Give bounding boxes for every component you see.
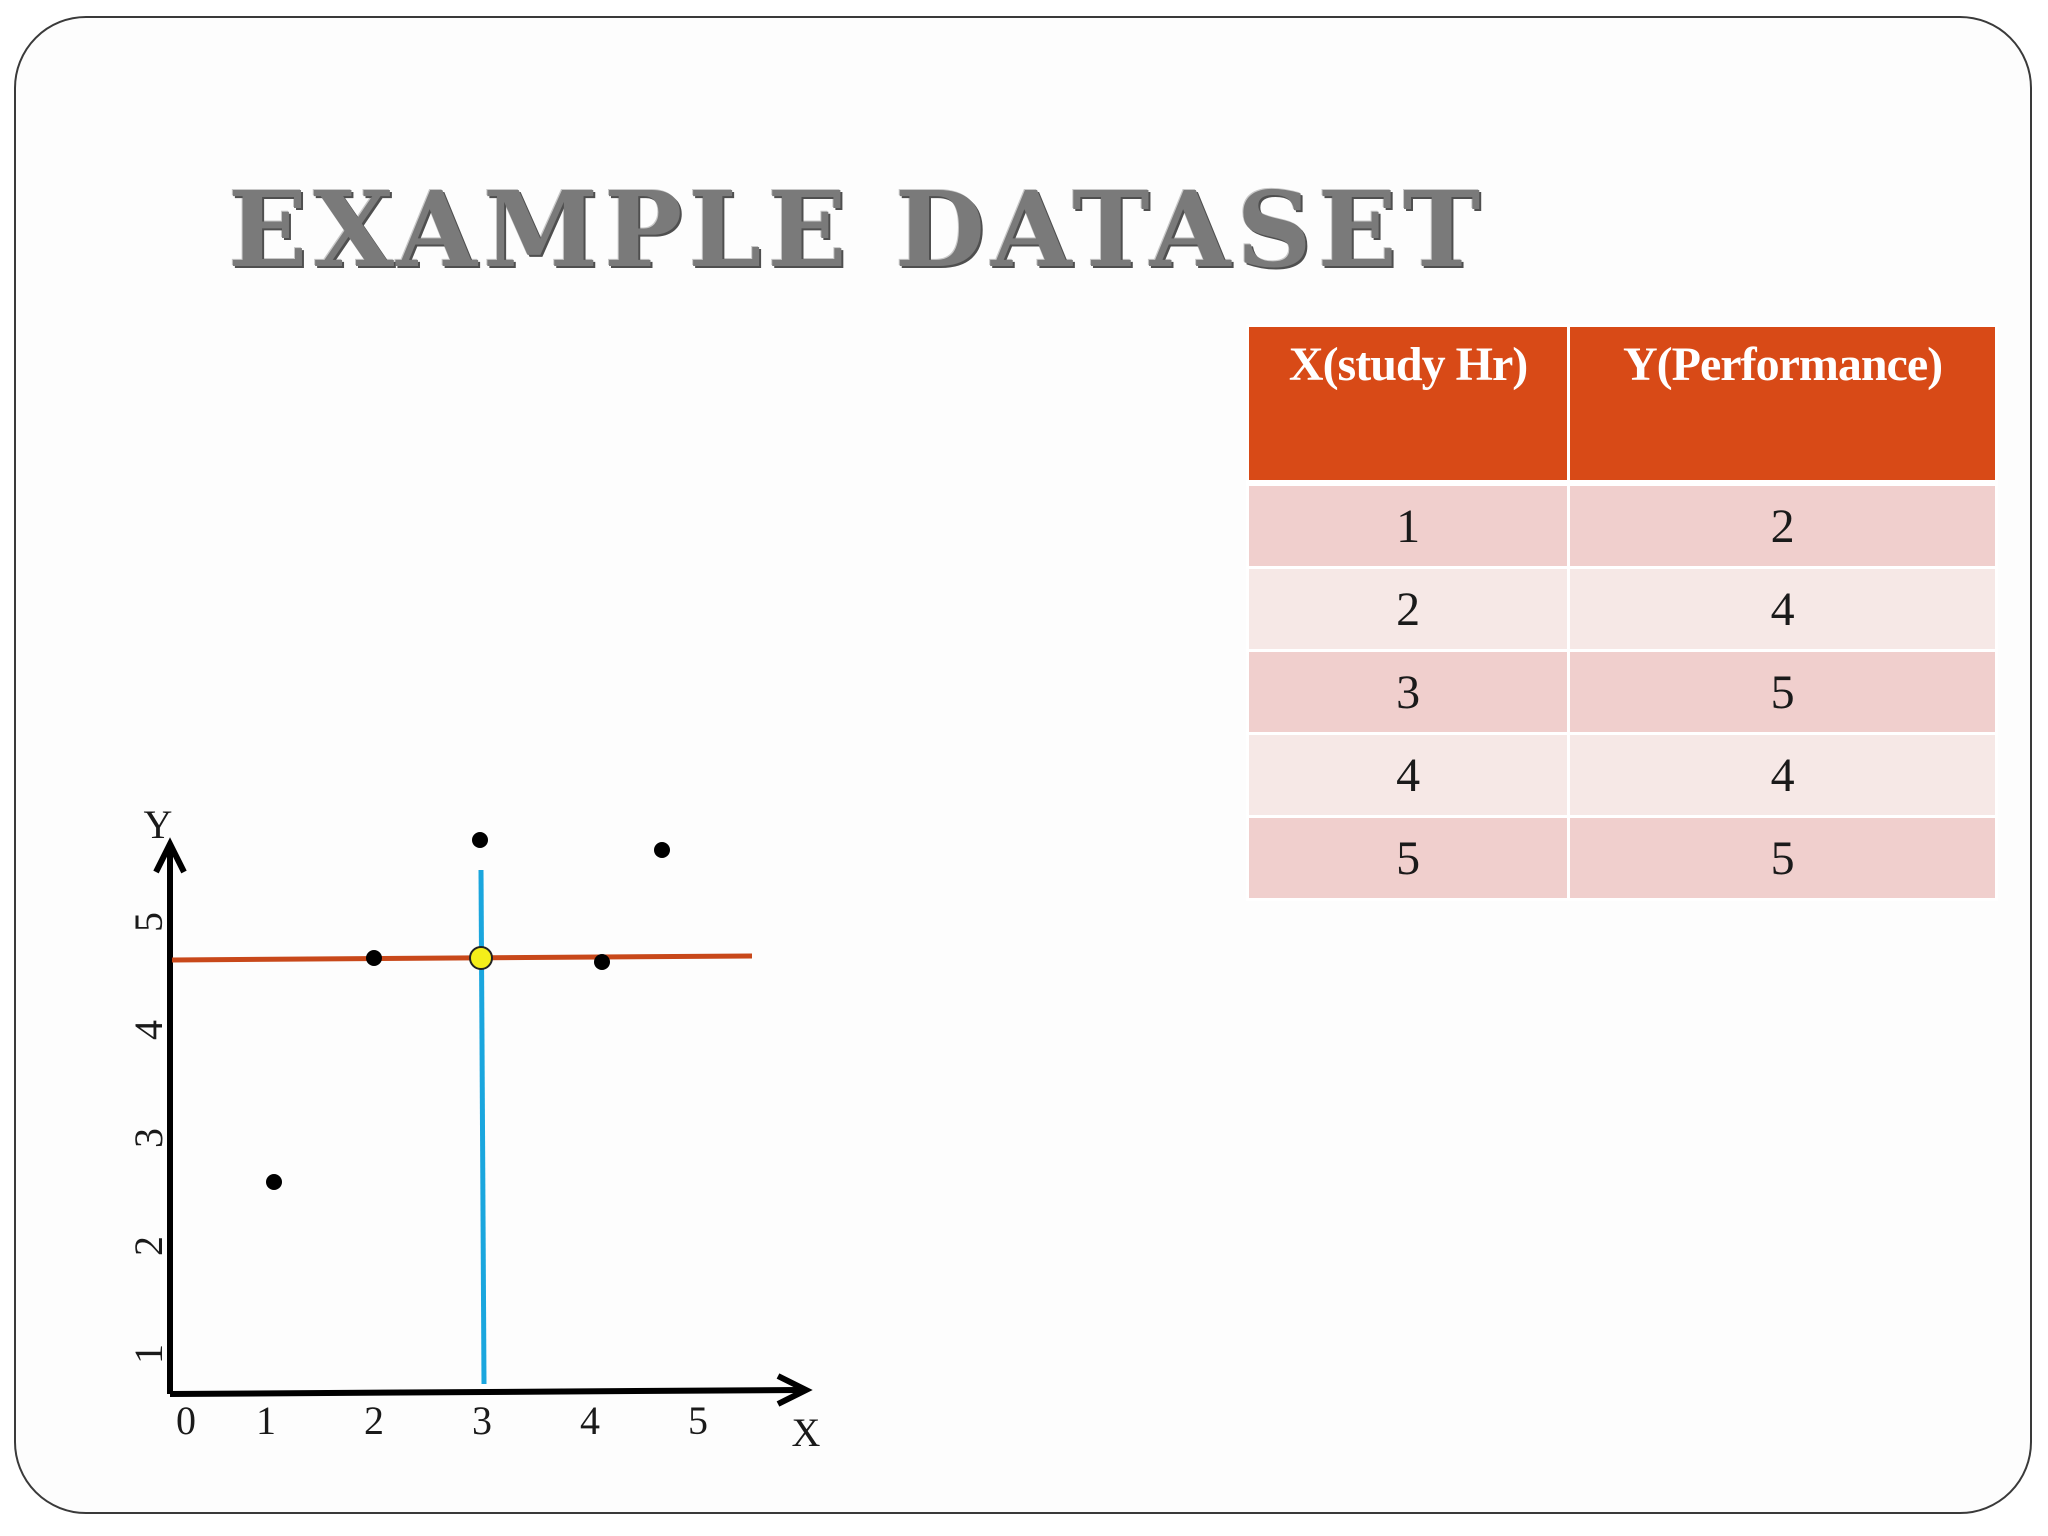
- table-row: 2 4: [1245, 566, 1998, 652]
- x-axis-line: [169, 1387, 801, 1397]
- y-axis-arrow-icon: [153, 837, 187, 874]
- data-point: [472, 832, 488, 848]
- slide-title: EXAMPLE DATASET: [228, 168, 1487, 291]
- x-tick-label: 0: [176, 1398, 196, 1443]
- data-point: [266, 1174, 282, 1190]
- data-point: [654, 842, 670, 858]
- x-tick-label: 4: [580, 1398, 600, 1443]
- x-tick-label: 5: [688, 1398, 708, 1443]
- table-row: 3 5: [1245, 649, 1998, 735]
- table-cell-y: 5: [1567, 649, 1998, 735]
- table-cell-y: 4: [1567, 566, 1998, 652]
- y-axis-label: Y: [144, 802, 173, 847]
- y-tick-label: 5: [126, 912, 171, 932]
- table-cell-x: 5: [1245, 815, 1571, 901]
- x-tick-label: 2: [364, 1398, 384, 1443]
- data-table: X(study Hr) Y(Performance) 1 2 2 4 3 5 4…: [1245, 324, 1998, 901]
- x-axis-label: X: [792, 1410, 821, 1455]
- table-header-row: X(study Hr) Y(Performance): [1245, 324, 1998, 485]
- y-tick-label: 4: [126, 1020, 171, 1040]
- x-axis-arrow-icon: [776, 1373, 813, 1407]
- table-cell-y: 5: [1567, 815, 1998, 901]
- table-cell-x: 2: [1245, 566, 1571, 652]
- y-tick-label: 3: [126, 1128, 171, 1148]
- x-tick-label: 1: [256, 1398, 276, 1443]
- table-cell-y: 2: [1567, 481, 1998, 569]
- table-cell-x: 4: [1245, 732, 1571, 818]
- y-tick-label: 1: [126, 1344, 171, 1364]
- table-row: 4 4: [1245, 732, 1998, 818]
- table-cell-y: 4: [1567, 732, 1998, 818]
- y-tick-label: 2: [126, 1236, 171, 1256]
- column-header-y: Y(Performance): [1567, 324, 1998, 485]
- data-point: [366, 950, 382, 966]
- column-header-x: X(study Hr): [1245, 324, 1571, 485]
- table-row: 5 5: [1245, 815, 1998, 901]
- table-row: 1 2: [1245, 481, 1998, 569]
- table-cell-x: 1: [1245, 481, 1571, 569]
- mean-point: [469, 946, 493, 970]
- x-tick-label: 3: [472, 1398, 492, 1443]
- data-point: [594, 954, 610, 970]
- table-cell-x: 3: [1245, 649, 1571, 735]
- mean-y-reference-line: [171, 953, 753, 963]
